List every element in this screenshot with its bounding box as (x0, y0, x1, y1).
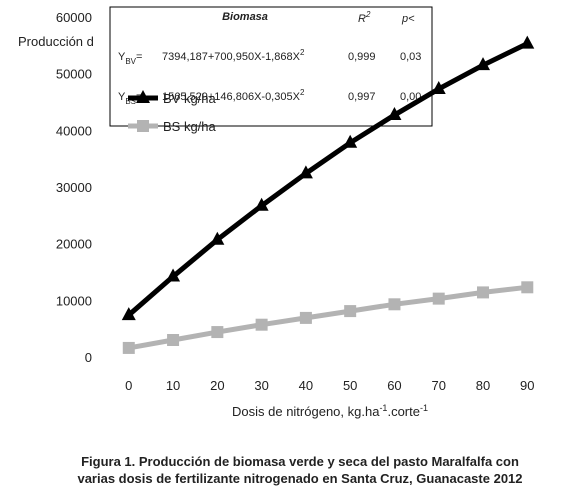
sup: 2 (300, 88, 305, 97)
point (211, 326, 224, 339)
y-tick-label: 60000 (56, 10, 92, 25)
y-axis-label: Producción d (18, 34, 94, 49)
x-label-sup: -1 (379, 403, 387, 413)
x-tick-label: 60 (387, 378, 401, 393)
sup: 2 (365, 10, 371, 19)
caption: varias dosis de fertilizante nitrogenado… (77, 471, 522, 486)
x-tick-label: 0 (125, 378, 132, 393)
legend-label: BV kg/ha (163, 91, 217, 106)
table-header: Biomasa (222, 11, 268, 23)
point (254, 197, 269, 211)
y: Y (118, 91, 126, 103)
legend-marker (136, 90, 150, 103)
point (210, 231, 225, 245)
eq: 1565,529+146,806X-0,305X (162, 91, 301, 103)
point (477, 286, 490, 299)
point (166, 268, 181, 282)
x-tick-label: 80 (476, 378, 490, 393)
x-tick-label: 20 (210, 378, 224, 393)
r: R (358, 13, 366, 25)
equation-table (109, 6, 433, 127)
series-line (128, 284, 528, 351)
point (476, 57, 491, 71)
sub: BS (125, 97, 136, 106)
r2: 0,997 (348, 91, 376, 103)
y-tick-label: 50000 (56, 67, 92, 82)
table-header: R2 (358, 10, 371, 25)
point (431, 80, 446, 94)
x-label: Dosis de nitrógeno, kg.ha (232, 404, 380, 419)
point (255, 318, 268, 331)
point (122, 341, 135, 354)
y-tick-label: 10000 (56, 293, 92, 308)
point (298, 165, 313, 179)
y-tick-label: 30000 (56, 180, 92, 195)
p-value: 0,03 (400, 51, 421, 63)
x-label: .corte (387, 404, 420, 419)
x-tick-label: 90 (520, 378, 534, 393)
y: Y (118, 51, 126, 63)
point (521, 281, 534, 294)
equation: 1565,529+146,806X-0,305X2 (162, 88, 305, 103)
eq: 7394,187+700,950X-1,868X (162, 51, 301, 63)
x-tick-label: 50 (343, 378, 357, 393)
point (121, 307, 136, 321)
point (299, 311, 312, 324)
table-header: p< (401, 13, 415, 25)
sup: 2 (300, 48, 305, 57)
y-tick-label: 40000 (56, 123, 92, 138)
point (167, 334, 180, 346)
point (343, 134, 358, 148)
legend-label: BS kg/ha (163, 119, 217, 134)
x-axis-label: Dosis de nitrógeno, kg.ha-1.corte-1 (232, 403, 428, 419)
x-label-sup: -1 (420, 403, 428, 413)
y-tick-label: 0 (85, 350, 92, 365)
caption: Figura 1. Producción de biomasa verde y … (81, 454, 519, 469)
point (520, 35, 535, 49)
point (387, 107, 402, 121)
x-tick-label: 10 (166, 378, 180, 393)
r2: 0,999 (348, 51, 376, 63)
series-line (127, 41, 529, 317)
x-tick-label: 30 (254, 378, 268, 393)
y-tick-label: 20000 (56, 237, 92, 252)
x-tick-label: 40 (299, 378, 313, 393)
equation: 7394,187+700,950X-1,868X2 (162, 48, 305, 63)
legend-marker (137, 120, 149, 132)
plot: 0 10000 20000 30000 40000 50000 60000 0 10 20 30 40… (56, 10, 535, 393)
table-rows: YBV= 7394,187+700,950X-1,868X2 0,999 0,03YB… (118, 48, 421, 106)
point (388, 298, 401, 311)
row-label: YBV= (118, 51, 142, 66)
eq-sign: = (136, 51, 142, 63)
point (344, 305, 357, 318)
sub: BV (125, 57, 136, 66)
point (432, 292, 445, 305)
x-tick-label: 70 (431, 378, 445, 393)
